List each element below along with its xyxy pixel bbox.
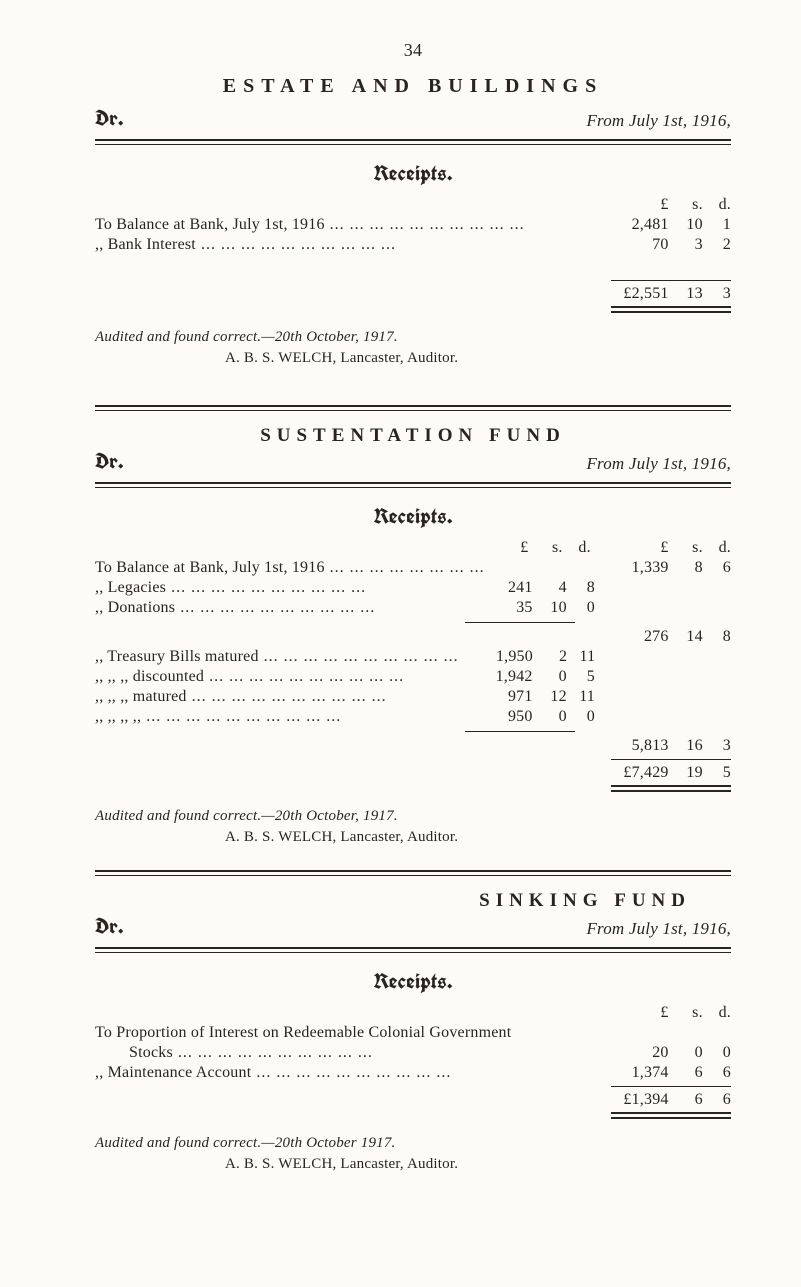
estate-from: From July 1st, 1916, [586,111,731,131]
ledger-line: ,, Bank Interest 70 3 2 [95,236,731,254]
leader-dots [251,1064,451,1081]
leader-dots [325,559,487,576]
estate-dr: Dr. [95,104,124,133]
sust-auditor: A. B. S. WELCH, Lancaster, Auditor. [95,829,731,846]
estate-ledger: £ s. d. To Balance at Bank, July 1st, 19… [95,196,731,313]
sinking-auditor: A. B. S. WELCH, Lancaster, Auditor. [95,1156,731,1173]
line-desc: ,, ,, ,, matured [95,688,465,706]
sinking-audit-note: Audited and found correct.—20th October … [95,1135,731,1152]
ledger-line: ,, ,, ,, discounted 1,942 0 5 [95,668,731,686]
rule [611,785,731,787]
leader-dots [204,668,404,685]
sust-ledger: £ s. d. £ s. d. To Balance at Bank, July… [95,539,731,792]
ledger-line: To Proportion of Interest on Redeemable … [95,1024,731,1042]
rule [95,947,731,953]
rule [611,280,731,281]
leader-dots [173,1044,373,1061]
ledger-line: ,, Legacies 241 4 8 [95,579,731,597]
rule [95,870,731,876]
estate-audit-note: Audited and found correct.—20th October,… [95,329,731,346]
amount-inner: 971 12 11 [465,688,595,706]
amount: 2,481 10 1 [601,216,731,234]
rule [611,759,731,760]
line-desc: ,, Maintenance Account [95,1064,601,1082]
rule [611,1117,731,1119]
amount-inner: 241 4 8 [465,579,595,597]
rule [611,1112,731,1114]
page: 34 ESTATE AND BUILDINGS Dr. From July 1s… [0,0,801,1287]
rule-wrap [95,619,731,626]
lsd-header: £ s. d. £ s. d. [95,539,731,557]
sinking-ledger: £ s. d. To Proportion of Interest on Red… [95,1004,731,1119]
line-desc: ,, Bank Interest [95,236,601,254]
sust-total: £7,429 19 5 [95,764,731,782]
leader-dots [325,216,525,233]
rule [611,1086,731,1087]
leader-dots [187,688,387,705]
lsd-header: £ s. d. [95,1004,731,1022]
rule [95,139,731,145]
sinking-receipts-label: Receipts. [95,967,731,996]
ledger-line: ,, Treasury Bills matured 1,950 2 11 [95,648,731,666]
sinking-header-row: Dr. From July 1st, 1916, [95,912,731,941]
line-desc: ,, ,, ,, ,, [95,708,465,726]
sust-receipts-label: Receipts. [95,502,731,531]
ledger-line: To Balance at Bank, July 1st, 1916 2,481… [95,216,731,234]
ledger-line: ,, ,, ,, matured 971 12 11 [95,688,731,706]
estate-title: ESTATE AND BUILDINGS [95,75,731,98]
line-desc: To Balance at Bank, July 1st, 1916 [95,559,487,577]
line-desc: To Proportion of Interest on Redeemable … [95,1024,601,1042]
d-label: d. [707,196,731,214]
sinking-from: From July 1st, 1916, [586,919,731,939]
ledger-line: Stocks 20 0 0 [95,1044,731,1062]
sustentation-title: SUSTENTATION FUND [95,425,731,447]
sust-header-row: Dr. From July 1st, 1916, [95,447,731,476]
l-label: £ [609,196,669,214]
line-desc: ,, Donations [95,599,465,617]
sinking-dr: Dr. [95,912,124,941]
rule [95,482,731,488]
leader-dots [166,579,366,596]
subtotal-b: 5,813 16 3 [95,737,731,755]
leader-dots [196,236,396,253]
page-number: 34 [95,40,731,61]
leader-dots [175,599,375,616]
rule [611,790,731,792]
estate-header-row: Dr. From July 1st, 1916, [95,104,731,133]
lsd-header: £ s. d. [95,196,731,214]
s-label: s. [673,196,703,214]
sust-audit-note: Audited and found correct.—20th October,… [95,808,731,825]
line-desc: To Balance at Bank, July 1st, 1916 [95,216,601,234]
line-desc: ,, ,, ,, discounted [95,668,465,686]
amount-inner: 950 0 0 [465,708,595,726]
leader-dots [259,648,459,665]
amount-inner: 35 10 0 [465,599,595,617]
amount-inner: 1,942 0 5 [465,668,595,686]
amount-outer: 1,339 8 6 [609,559,731,577]
rule [611,306,731,308]
rule [95,405,731,411]
sinking-total: £1,394 6 6 [95,1091,731,1109]
estate-receipts-label: Receipts. [95,159,731,188]
amount: 1,374 6 6 [601,1064,731,1082]
sust-from: From July 1st, 1916, [586,454,731,474]
amount: 20 0 0 [601,1044,731,1062]
rule [611,311,731,313]
ledger-line: ,, ,, ,, ,, 950 0 0 [95,708,731,726]
sinking-title: SINKING FUND [95,890,731,912]
estate-auditor: A. B. S. WELCH, Lancaster, Auditor. [95,350,731,367]
ledger-line: ,, Donations 35 10 0 [95,599,731,617]
ledger-line: ,, Maintenance Account 1,374 6 6 [95,1064,731,1082]
sust-dr: Dr. [95,447,124,476]
line-desc: ,, Legacies [95,579,465,597]
subtotal-a: 276 14 8 [95,628,731,646]
estate-total: £2,551 13 3 [95,285,731,303]
amount: 70 3 2 [601,236,731,254]
ledger-line: To Balance at Bank, July 1st, 1916 1,339… [95,559,731,577]
amount-inner: 1,950 2 11 [466,648,596,666]
rule-wrap [95,728,731,735]
line-desc: ,, Treasury Bills matured [95,648,466,666]
leader-dots [141,708,341,725]
line-desc: Stocks [95,1044,601,1062]
